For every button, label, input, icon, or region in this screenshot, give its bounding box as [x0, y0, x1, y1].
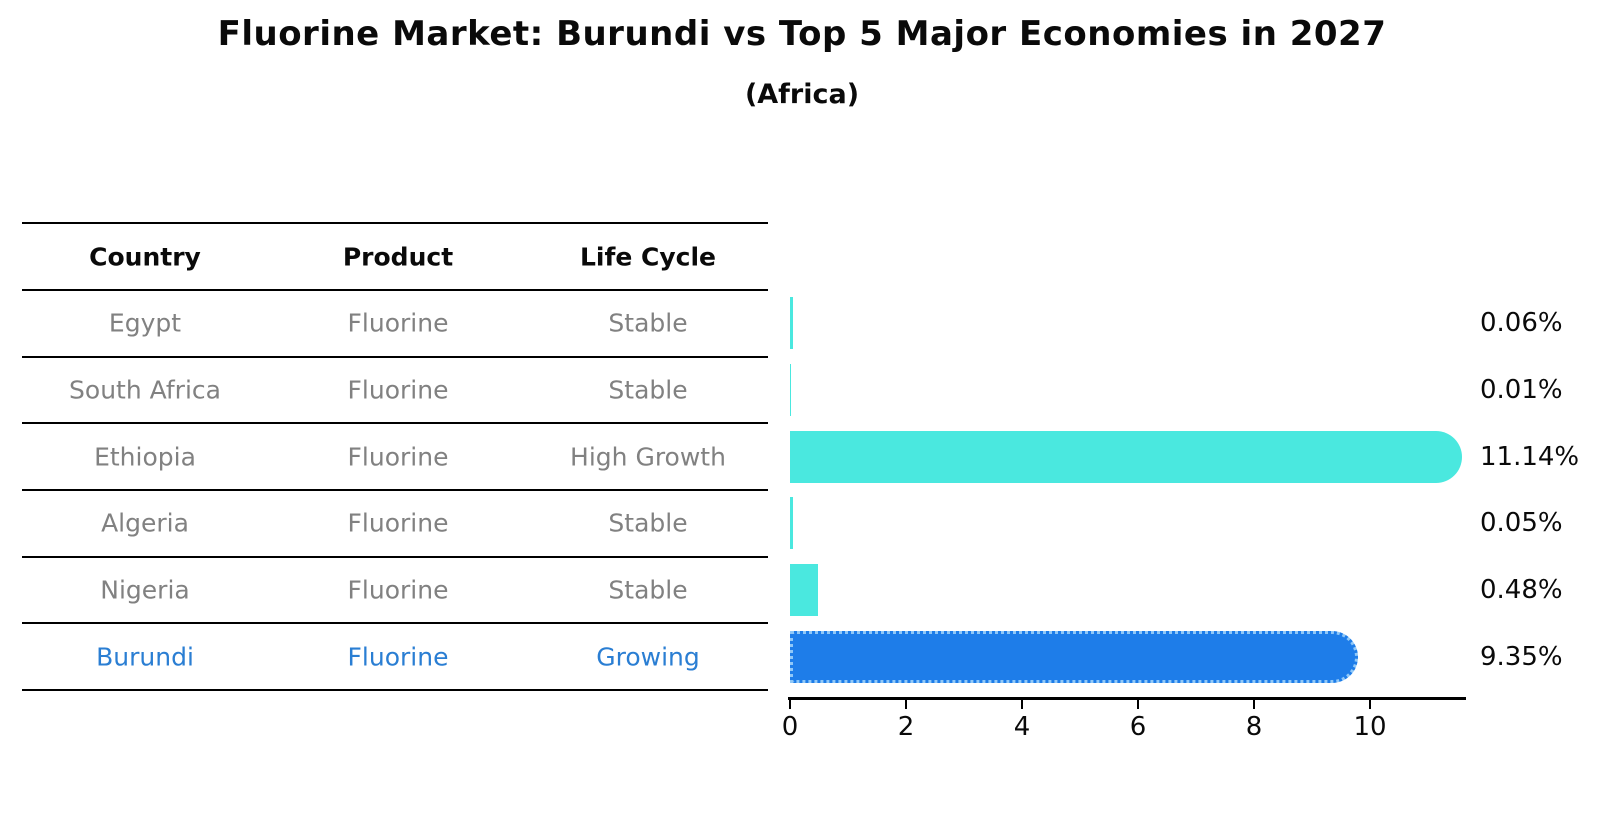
cell-life_cycle-egypt: Stable	[608, 308, 688, 338]
chart-title: Fluorine Market: Burundi vs Top 5 Major …	[217, 14, 1387, 54]
cell-product-nigeria: Fluorine	[347, 575, 449, 605]
value-label-ethiopia: 11.14%	[1480, 441, 1580, 472]
cell-life_cycle-south-africa: Stable	[608, 375, 688, 405]
table-divider	[22, 222, 768, 224]
value-label-burundi: 9.35%	[1480, 641, 1563, 672]
cell-product-south-africa: Fluorine	[347, 375, 449, 405]
cell-product-algeria: Fluorine	[347, 508, 449, 538]
bar-burundi	[790, 630, 1359, 683]
cell-life_cycle-nigeria: Stable	[608, 575, 688, 605]
x-axis-line	[788, 697, 1466, 700]
table-header-life-cycle: Life Cycle	[579, 242, 717, 271]
table-divider	[22, 422, 768, 425]
cell-life_cycle-burundi: Growing	[596, 642, 700, 672]
chart-subtitle: (Africa)	[744, 79, 860, 110]
table-header-country: Country	[89, 242, 201, 271]
cell-product-ethiopia: Fluorine	[347, 442, 449, 472]
x-tick-label-10: 10	[1353, 712, 1387, 742]
cell-country-nigeria: Nigeria	[100, 575, 190, 605]
x-tick-label-6: 6	[1129, 712, 1147, 742]
value-label-south-africa: 0.01%	[1480, 375, 1563, 405]
cell-product-burundi: Fluorine	[347, 642, 449, 672]
x-tick-8	[1253, 700, 1255, 709]
x-tick-label-8: 8	[1245, 712, 1263, 742]
table-divider	[22, 555, 768, 558]
table-header-product: Product	[342, 242, 454, 271]
x-tick-6	[1137, 700, 1139, 709]
bar-nigeria	[790, 564, 818, 616]
value-label-nigeria: 0.48%	[1480, 575, 1563, 605]
table-divider	[22, 689, 768, 691]
cell-product-egypt: Fluorine	[347, 308, 449, 338]
x-tick-label-4: 4	[1013, 712, 1031, 742]
x-tick-label-0: 0	[781, 712, 799, 742]
x-tick-10	[1369, 700, 1371, 709]
cell-country-south-africa: South Africa	[69, 375, 221, 405]
bar-ethiopia	[790, 430, 1463, 483]
x-tick-4	[1021, 700, 1023, 709]
value-label-algeria: 0.05%	[1480, 508, 1563, 539]
cell-life_cycle-ethiopia: High Growth	[570, 442, 726, 472]
value-label-egypt: 0.06%	[1480, 308, 1563, 339]
table-divider	[22, 355, 768, 358]
cell-country-egypt: Egypt	[108, 308, 182, 338]
bar-egypt	[790, 297, 794, 350]
cell-life_cycle-algeria: Stable	[608, 508, 688, 538]
bar-south-africa	[790, 364, 792, 416]
table-divider	[22, 489, 768, 491]
cell-country-algeria: Algeria	[101, 508, 189, 538]
x-tick-0	[789, 700, 791, 709]
bar-algeria	[790, 497, 793, 550]
table-divider	[22, 622, 768, 625]
x-tick-2	[905, 700, 907, 709]
cell-country-ethiopia: Ethiopia	[94, 442, 196, 472]
table-divider	[22, 289, 768, 291]
cell-country-burundi: Burundi	[96, 642, 194, 672]
x-tick-label-2: 2	[897, 712, 915, 742]
